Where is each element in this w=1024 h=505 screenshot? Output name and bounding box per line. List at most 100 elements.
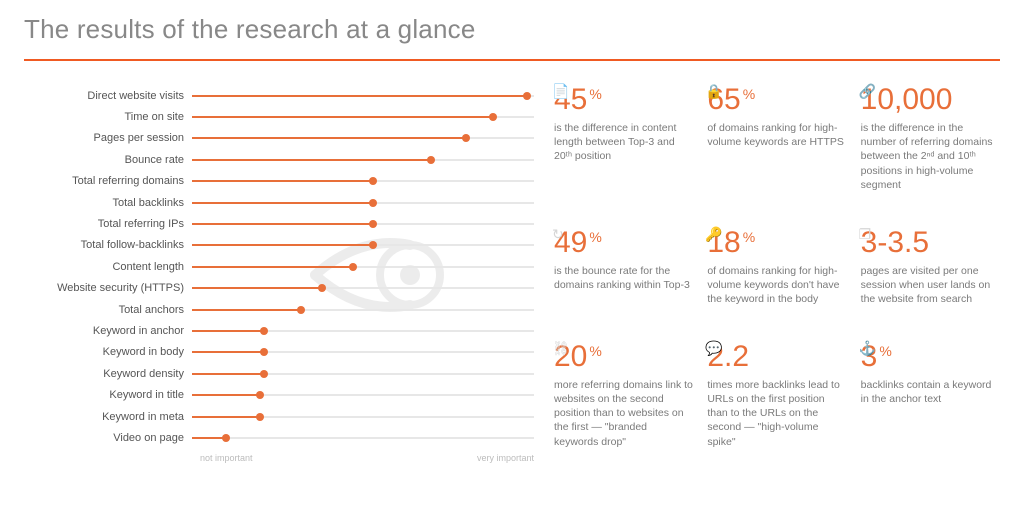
chart-dot: [427, 156, 435, 164]
chart-bar: [192, 394, 260, 396]
chart-dot: [369, 220, 377, 228]
chart-row-label: Keyword in meta: [24, 411, 192, 423]
chart-bar: [192, 287, 322, 289]
chart-dot: [260, 327, 268, 335]
page-title: The results of the research at a glance: [24, 14, 1000, 45]
chart-track: [192, 95, 534, 97]
chart-row-label: Keyword density: [24, 368, 192, 380]
chart-row-label: Time on site: [24, 111, 192, 123]
chart-row: Total referring IPs: [24, 213, 534, 234]
chart-row-label: Total referring domains: [24, 175, 192, 187]
chart-row-label: Video on page: [24, 432, 192, 444]
stat-description: pages are visited per one session when u…: [861, 264, 1000, 307]
chart-dot: [369, 177, 377, 185]
chart-bar: [192, 266, 353, 268]
chart-dot: [489, 113, 497, 121]
chart-bar: [192, 244, 373, 246]
stat-suffix: %: [589, 230, 601, 244]
stat-cell: 📄45%is the difference in content length …: [554, 85, 693, 206]
chart-row: Total anchors: [24, 299, 534, 320]
chart-bar: [192, 330, 264, 332]
page: The results of the research at a glance …: [0, 0, 1024, 505]
chart-bar: [192, 373, 264, 375]
chat-icon: 💬: [705, 340, 722, 357]
stat-cell: ↻49%is the bounce rate for the domains r…: [554, 228, 693, 320]
chart-track: [192, 416, 534, 418]
chart-row: Total follow-backlinks: [24, 235, 534, 256]
stat-description: of domains ranking for high-volume keywo…: [707, 264, 846, 307]
chart-axis: not important very important: [24, 453, 534, 463]
chart-dot: [222, 434, 230, 442]
chart-row: Content length: [24, 256, 534, 277]
file-icon: 📄: [552, 83, 569, 100]
chart-bar: [192, 309, 301, 311]
chart-row: Total referring domains: [24, 171, 534, 192]
chart-row: Video on page: [24, 427, 534, 448]
chart-dot: [260, 348, 268, 356]
chart-bar: [192, 137, 466, 139]
chart-track: [192, 137, 534, 139]
chart-row: Pages per session: [24, 128, 534, 149]
chart-row: Keyword in title: [24, 384, 534, 405]
stat-cell: ⛓20%more referring domains link to websi…: [554, 342, 693, 463]
chart-dot: [260, 370, 268, 378]
stat-cell: 🔑18%of domains ranking for high-volume k…: [707, 228, 846, 320]
chart-dot: [256, 391, 264, 399]
content-area: Direct website visits Time on site Pages p…: [24, 85, 1000, 463]
chart-dot: [318, 284, 326, 292]
stat-suffix: %: [743, 87, 755, 101]
anchor-icon: ⚓: [859, 340, 876, 357]
chart-bar: [192, 437, 226, 439]
stat-description: backlinks contain a keyword in the ancho…: [861, 378, 1000, 406]
lock-icon: 🔒: [705, 83, 722, 100]
chart-track: [192, 287, 534, 289]
chart-row-label: Keyword in title: [24, 389, 192, 401]
chart-track: [192, 244, 534, 246]
stats-grid: 📄45%is the difference in content length …: [554, 85, 1000, 463]
chart-row: Keyword in meta: [24, 406, 534, 427]
chart-track: [192, 394, 534, 396]
chart-row-label: Pages per session: [24, 132, 192, 144]
title-rule: [24, 59, 1000, 61]
chart-row: Direct website visits: [24, 85, 534, 106]
chart-track: [192, 223, 534, 225]
chart-row: Bounce rate: [24, 149, 534, 170]
stat-suffix: %: [743, 230, 755, 244]
chart-row: Total backlinks: [24, 192, 534, 213]
chart-dot: [369, 241, 377, 249]
stat-description: is the difference in the number of refer…: [861, 121, 1000, 192]
chart-row-label: Keyword in body: [24, 346, 192, 358]
chart-bar: [192, 116, 493, 118]
stat-suffix: %: [879, 344, 891, 358]
chart-dot: [523, 92, 531, 100]
chart-row-label: Keyword in anchor: [24, 325, 192, 337]
chart-track: [192, 373, 534, 375]
chart-row-label: Direct website visits: [24, 90, 192, 102]
chart-row-label: Website security (HTTPS): [24, 282, 192, 294]
chart-track: [192, 266, 534, 268]
chart-row: Keyword in anchor: [24, 320, 534, 341]
chart-dot: [349, 263, 357, 271]
stat-suffix: %: [589, 87, 601, 101]
chart-dot: [369, 199, 377, 207]
chart-track: [192, 437, 534, 439]
chart-track: [192, 351, 534, 353]
stat-description: times more backlinks lead to URLs on the…: [707, 378, 846, 449]
chart-bar: [192, 159, 431, 161]
chart-bar: [192, 180, 373, 182]
chain-icon: ⛓: [552, 340, 570, 357]
chart-row-label: Total follow-backlinks: [24, 239, 192, 251]
stat-cell: 🔒65%of domains ranking for high-volume k…: [707, 85, 846, 206]
chart-row-label: Total anchors: [24, 304, 192, 316]
chart-row-label: Content length: [24, 261, 192, 273]
stat-description: is the difference in content length betw…: [554, 121, 693, 164]
chart-track: [192, 202, 534, 204]
chart-row: Keyword in body: [24, 342, 534, 363]
axis-max-label: very important: [477, 453, 534, 463]
chart-dot: [462, 134, 470, 142]
chart-row-label: Total backlinks: [24, 197, 192, 209]
importance-chart: Direct website visits Time on site Pages p…: [24, 85, 534, 463]
chart-track: [192, 180, 534, 182]
stat-suffix: %: [589, 344, 601, 358]
pages-icon: ❐: [859, 226, 872, 243]
